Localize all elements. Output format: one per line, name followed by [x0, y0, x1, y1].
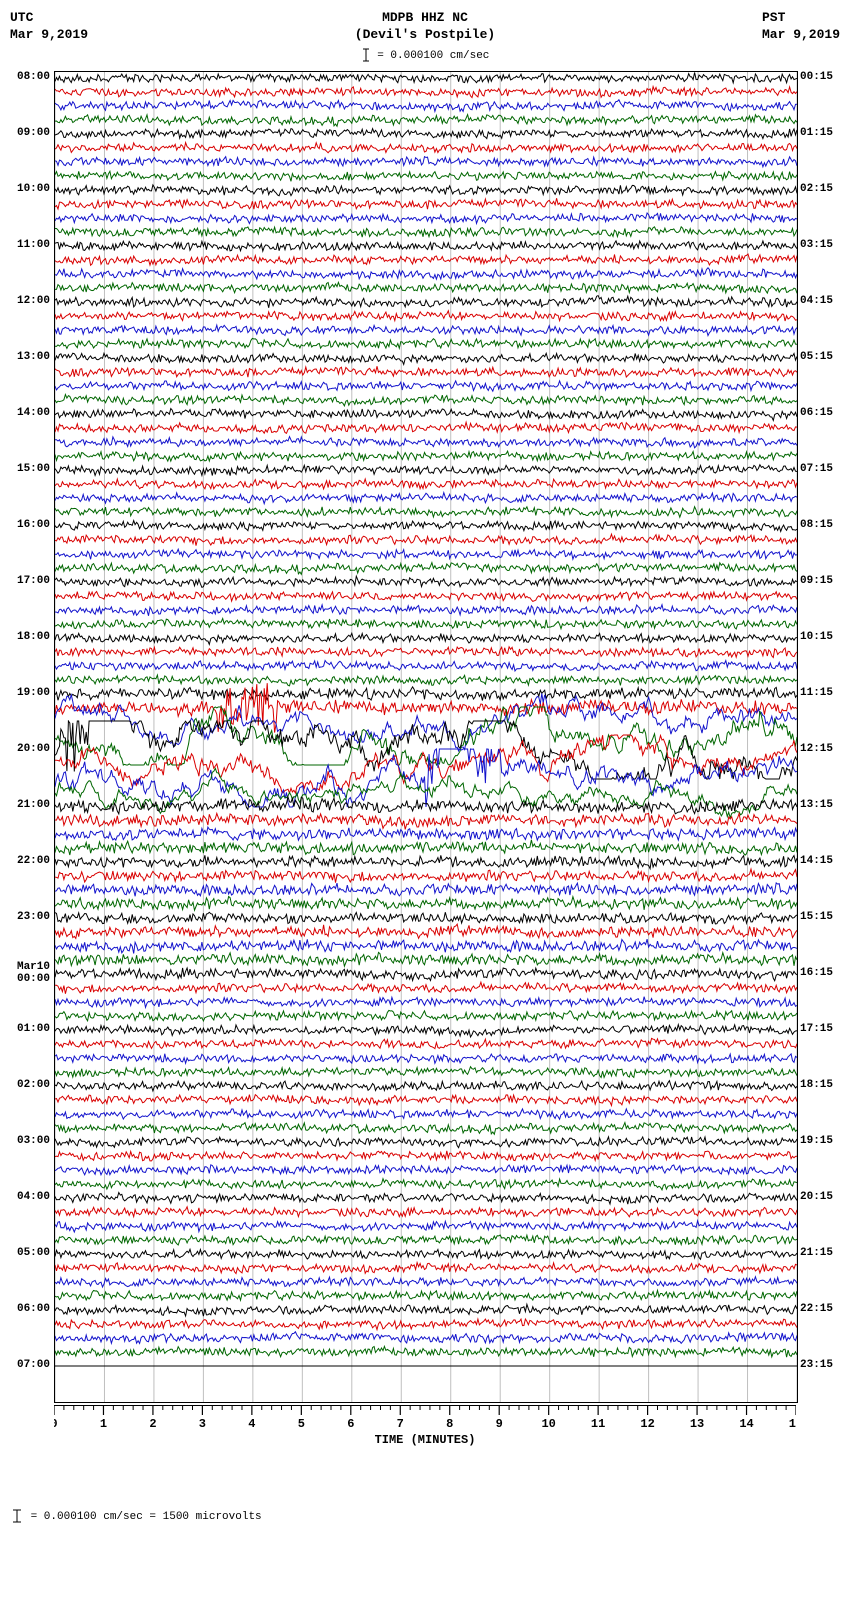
right-time-label: 07:15: [796, 463, 833, 475]
right-time-label: 14:15: [796, 855, 833, 867]
right-time-label: 05:15: [796, 351, 833, 363]
scale-text: = 0.000100 cm/sec: [377, 50, 489, 62]
header-left: UTC Mar 9,2019: [10, 10, 88, 44]
left-time-label: 20:00: [17, 743, 54, 755]
svg-text:10: 10: [541, 1417, 555, 1431]
right-time-label: 04:15: [796, 295, 833, 307]
svg-text:3: 3: [199, 1417, 206, 1431]
left-time-label: 13:00: [17, 351, 54, 363]
left-time-label: 19:00: [17, 687, 54, 699]
date-right-label: Mar 9,2019: [762, 27, 840, 44]
seismogram-plot: [54, 71, 798, 1403]
right-time-label: 13:15: [796, 799, 833, 811]
left-time-label: 23:00: [17, 911, 54, 923]
left-time-label: 05:00: [17, 1247, 54, 1259]
header-center: MDPB HHZ NC (Devil's Postpile) = 0.00010…: [355, 10, 495, 63]
seismogram-container: UTC Mar 9,2019 MDPB HHZ NC (Devil's Post…: [10, 10, 840, 1523]
left-time-label: 06:00: [17, 1303, 54, 1315]
left-time-label: 14:00: [17, 407, 54, 419]
left-time-label: 16:00: [17, 519, 54, 531]
right-time-label: 10:15: [796, 631, 833, 643]
footer-text: = 0.000100 cm/sec = 1500 microvolts: [31, 1511, 262, 1523]
right-time-label: 00:15: [796, 71, 833, 83]
svg-text:7: 7: [397, 1417, 404, 1431]
svg-text:9: 9: [496, 1417, 503, 1431]
x-axis-svg: 0123456789101112131415TIME (MINUTES): [54, 1405, 796, 1449]
right-time-label: 02:15: [796, 183, 833, 195]
svg-text:0: 0: [54, 1417, 58, 1431]
date-left-label: Mar 9,2019: [10, 27, 88, 44]
svg-text:14: 14: [739, 1417, 753, 1431]
left-time-label: 12:00: [17, 295, 54, 307]
tz-left-label: UTC: [10, 10, 88, 27]
right-time-label: 22:15: [796, 1303, 833, 1315]
svg-text:5: 5: [298, 1417, 305, 1431]
svg-text:13: 13: [690, 1417, 704, 1431]
left-time-label: 08:00: [17, 71, 54, 83]
svg-text:15: 15: [789, 1417, 796, 1431]
svg-text:8: 8: [446, 1417, 453, 1431]
right-time-label: 17:15: [796, 1023, 833, 1035]
scale-note: = 0.000100 cm/sec: [355, 48, 495, 63]
left-time-label: Mar10 00:00: [17, 961, 54, 985]
svg-text:4: 4: [248, 1417, 255, 1431]
left-time-label: 03:00: [17, 1135, 54, 1147]
left-time-label: 01:00: [17, 1023, 54, 1035]
right-time-label: 06:15: [796, 407, 833, 419]
right-time-label: 01:15: [796, 127, 833, 139]
left-time-label: 10:00: [17, 183, 54, 195]
right-time-label: 08:15: [796, 519, 833, 531]
left-time-label: 15:00: [17, 463, 54, 475]
right-time-label: 21:15: [796, 1247, 833, 1259]
left-time-label: 18:00: [17, 631, 54, 643]
right-time-label: 20:15: [796, 1191, 833, 1203]
footer: = 0.000100 cm/sec = 1500 microvolts: [10, 1509, 840, 1523]
right-time-label: 16:15: [796, 967, 833, 979]
left-time-label: 02:00: [17, 1079, 54, 1091]
grid: [55, 72, 797, 1402]
svg-text:2: 2: [149, 1417, 156, 1431]
svg-text:TIME (MINUTES): TIME (MINUTES): [375, 1433, 476, 1447]
left-time-label: 17:00: [17, 575, 54, 587]
location-label: (Devil's Postpile): [355, 27, 495, 44]
right-time-label: 09:15: [796, 575, 833, 587]
right-time-label: 12:15: [796, 743, 833, 755]
right-time-label: 19:15: [796, 1135, 833, 1147]
tz-right-label: PST: [762, 10, 840, 27]
plot-wrap: 0123456789101112131415TIME (MINUTES) 08:…: [54, 71, 796, 1449]
left-time-label: 22:00: [17, 855, 54, 867]
header: UTC Mar 9,2019 MDPB HHZ NC (Devil's Post…: [10, 10, 840, 63]
left-time-label: 07:00: [17, 1359, 54, 1371]
right-time-label: 11:15: [796, 687, 833, 699]
right-time-label: 23:15: [796, 1359, 833, 1371]
svg-text:1: 1: [100, 1417, 107, 1431]
svg-text:6: 6: [347, 1417, 354, 1431]
svg-text:11: 11: [591, 1417, 605, 1431]
left-time-label: 09:00: [17, 127, 54, 139]
svg-text:12: 12: [640, 1417, 654, 1431]
station-label: MDPB HHZ NC: [355, 10, 495, 27]
header-right: PST Mar 9,2019: [762, 10, 840, 44]
x-axis: 0123456789101112131415TIME (MINUTES): [54, 1405, 796, 1449]
right-time-label: 15:15: [796, 911, 833, 923]
right-time-label: 18:15: [796, 1079, 833, 1091]
left-time-label: 11:00: [17, 239, 54, 251]
right-time-label: 03:15: [796, 239, 833, 251]
left-time-label: 04:00: [17, 1191, 54, 1203]
left-time-label: 21:00: [17, 799, 54, 811]
